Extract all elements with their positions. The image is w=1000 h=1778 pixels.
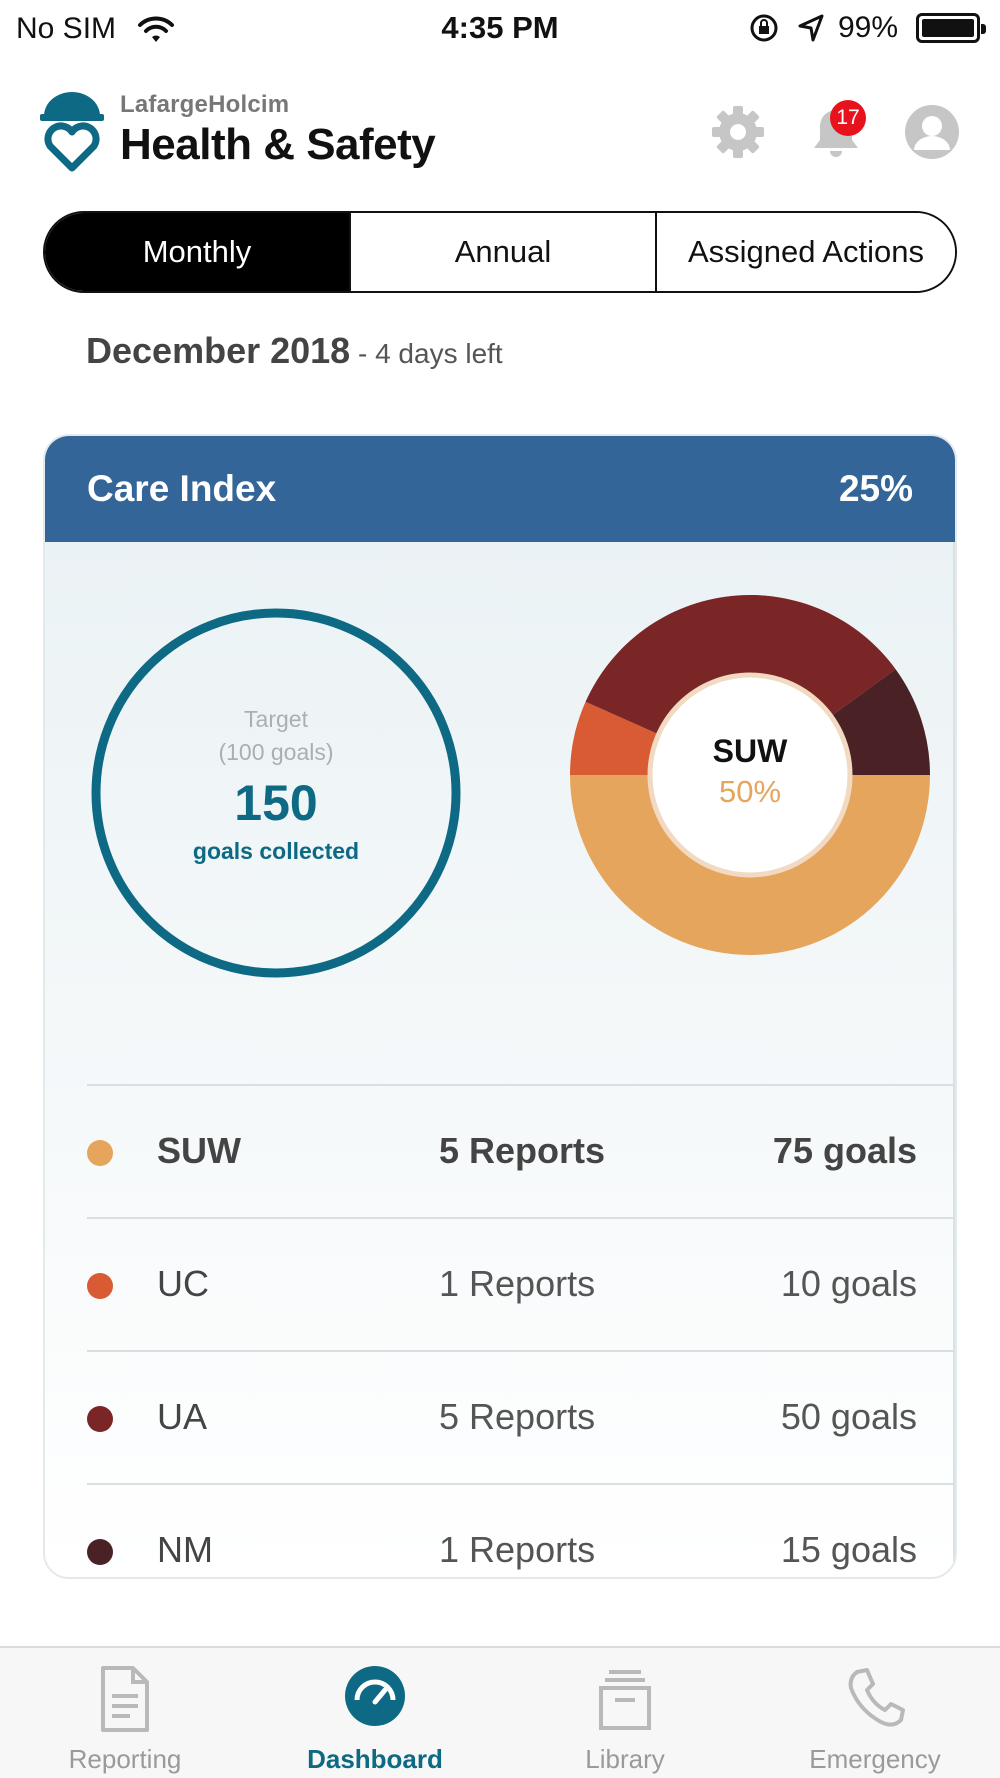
tab-dashboard-label: Dashboard — [307, 1744, 443, 1774]
tab-emergency-label: Emergency — [809, 1744, 941, 1774]
legend-dot — [87, 1539, 113, 1565]
category-name: UA — [157, 1396, 208, 1437]
tab-reporting-label: Reporting — [68, 1744, 182, 1774]
category-donut-chart — [570, 595, 930, 955]
battery-icon — [916, 13, 986, 43]
profile-avatar-icon[interactable] — [904, 104, 960, 160]
tab-annual[interactable]: Annual — [349, 213, 655, 291]
donut-slice-uc — [570, 701, 659, 775]
legend-dot — [87, 1406, 113, 1432]
tab-emergency[interactable]: Emergency — [750, 1648, 1000, 1778]
category-breakdown-list: SUW 5 Reports 75 goals UC 1 Reports 10 g… — [87, 1084, 955, 1577]
settings-gear-icon[interactable] — [710, 104, 766, 160]
target-progress-ring — [91, 608, 461, 978]
category-reports: 5 Reports — [439, 1396, 596, 1437]
orientation-lock-icon — [750, 14, 778, 42]
card-edge-divider — [953, 542, 955, 1577]
bottom-tab-bar: Reporting Dashboard Library Emergency — [0, 1646, 1000, 1778]
category-reports: 1 Reports — [439, 1263, 596, 1304]
care-index-card: Care Index 25% Target (100 goals) 150 go… — [43, 434, 957, 1579]
category-goals: 50 goals — [780, 1396, 917, 1437]
donut-center-hole — [647, 672, 853, 878]
legend-dot — [87, 1140, 113, 1166]
target-summary: Target (100 goals) 150 goals collected — [90, 706, 462, 865]
target-label: Target — [244, 706, 308, 732]
brand-company-name: LafargeHolcim — [120, 91, 290, 118]
tab-dashboard[interactable]: Dashboard — [250, 1648, 500, 1778]
list-item[interactable]: UA 5 Reports 50 goals — [87, 1350, 955, 1483]
period-segmented-control: Monthly Annual Assigned Actions — [43, 211, 957, 293]
status-bar: No SIM 4:35 PM 99% — [0, 0, 1000, 56]
tab-library[interactable]: Library — [500, 1648, 750, 1778]
document-icon — [101, 1666, 149, 1732]
status-time: 4:35 PM — [441, 10, 559, 45]
app-title: Health & Safety — [120, 120, 436, 169]
category-goals: 75 goals — [772, 1130, 917, 1171]
goals-collected-label: goals collected — [192, 838, 360, 864]
list-item[interactable]: NM 1 Reports 15 goals — [87, 1483, 955, 1577]
period-title: December 2018 — [86, 330, 351, 371]
list-item[interactable]: UC 1 Reports 10 goals — [87, 1217, 955, 1350]
notification-badge: 17 — [830, 100, 866, 136]
gauge-icon — [345, 1666, 405, 1726]
list-item[interactable]: SUW 5 Reports 75 goals — [87, 1084, 955, 1217]
wifi-icon — [138, 16, 174, 42]
target-goals: (100 goals) — [218, 739, 334, 765]
category-reports: 5 Reports — [439, 1130, 606, 1171]
category-name: UC — [157, 1263, 209, 1304]
goals-collected-value: 150 — [234, 775, 318, 831]
category-goals: 10 goals — [780, 1263, 917, 1304]
phone-icon — [848, 1668, 905, 1727]
tab-monthly[interactable]: Monthly — [45, 213, 349, 291]
category-name: NM — [157, 1529, 213, 1570]
carrier-label: No SIM — [16, 12, 117, 45]
tab-assigned-actions[interactable]: Assigned Actions — [655, 213, 955, 291]
care-index-title: Care Index — [87, 468, 277, 509]
legend-dot — [87, 1273, 113, 1299]
category-goals: 15 goals — [780, 1529, 917, 1570]
category-reports: 1 Reports — [439, 1529, 596, 1570]
archive-icon — [599, 1670, 651, 1730]
location-arrow-icon — [798, 14, 824, 42]
period-heading: December 2018 - 4 days left — [86, 330, 503, 372]
battery-percent: 99% — [838, 11, 899, 44]
donut-slice-nm — [830, 669, 930, 775]
donut-center-category: SUW — [712, 733, 788, 769]
tab-reporting[interactable]: Reporting — [0, 1648, 250, 1778]
care-index-value: 25% — [838, 468, 913, 509]
donut-center-label: SUW 50% — [567, 733, 933, 810]
donut-center-percent: 50% — [718, 774, 782, 809]
tab-library-label: Library — [585, 1744, 665, 1774]
care-index-header: Care Index 25% — [45, 436, 955, 542]
period-days-left: - 4 days left — [350, 338, 503, 369]
helmet-heart-logo-icon — [40, 92, 104, 172]
category-name: SUW — [157, 1130, 241, 1171]
